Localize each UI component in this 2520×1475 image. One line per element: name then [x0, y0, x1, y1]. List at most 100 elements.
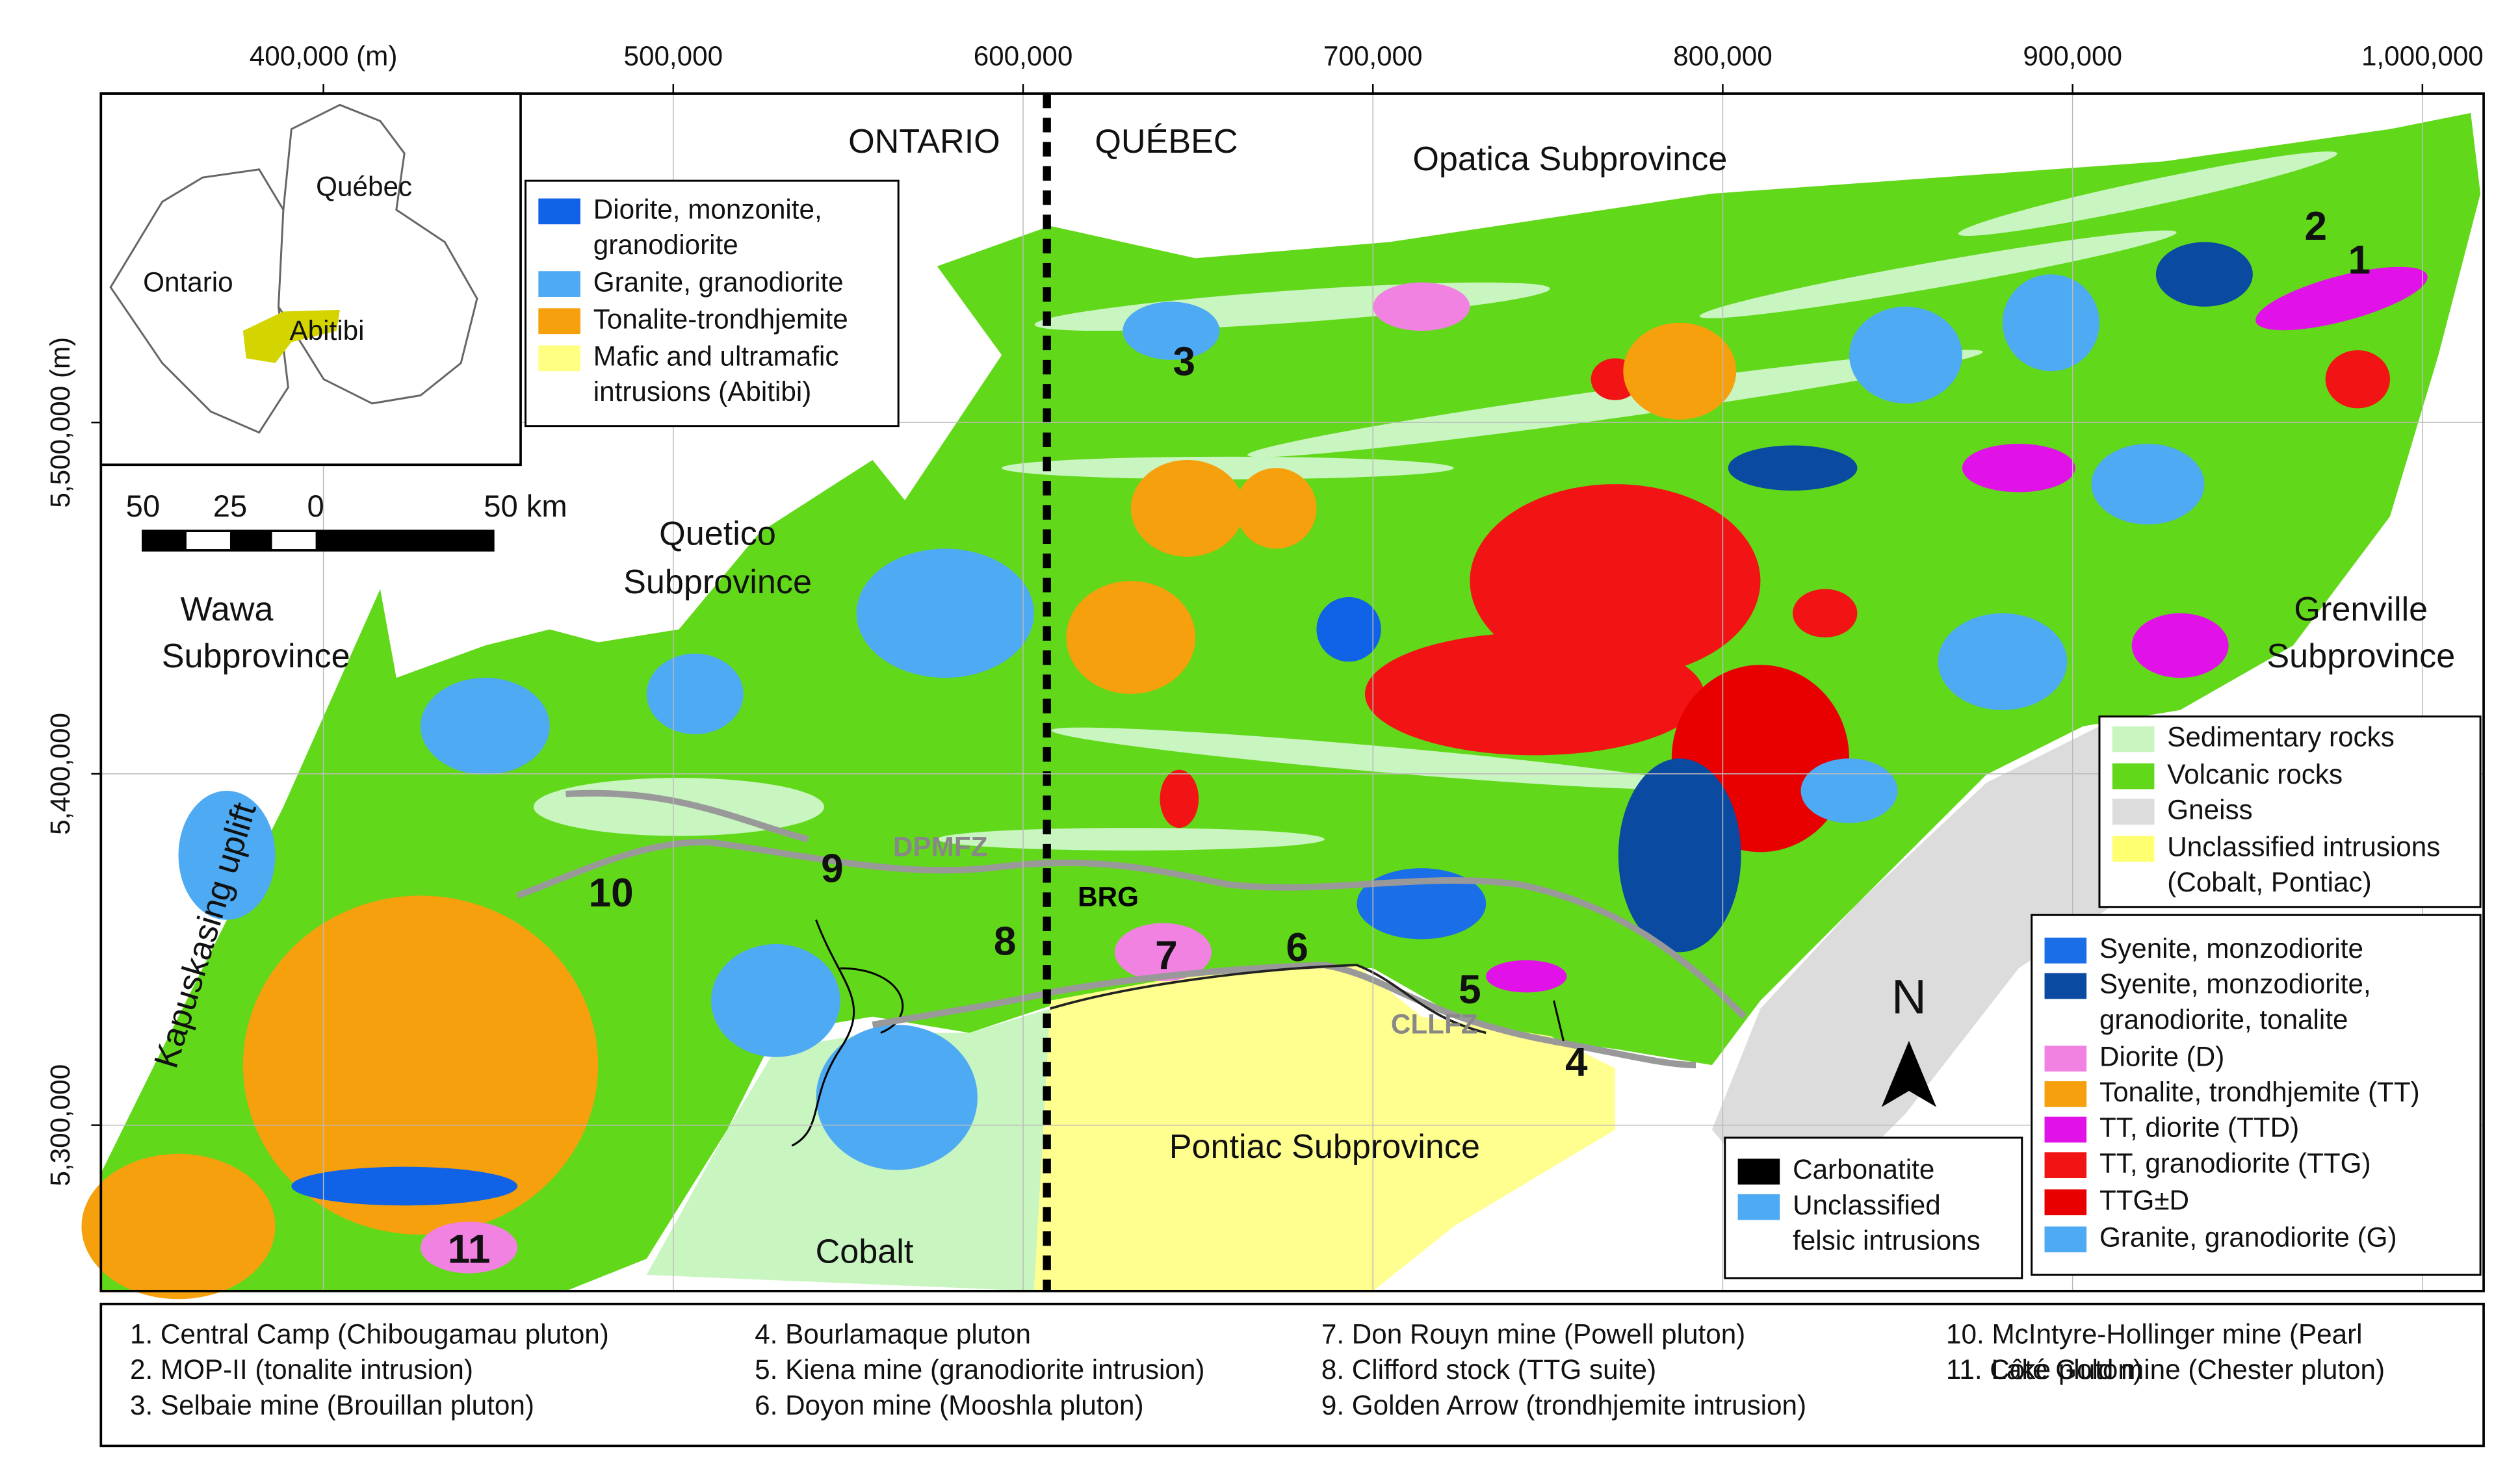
structure-label: CLLFZ — [1391, 1009, 1478, 1040]
footnote: 8. Clifford stock (TTG suite) — [1321, 1354, 1656, 1385]
legend-label: Mafic and ultramafic — [593, 341, 839, 372]
x-tick-label: 800,000 — [1673, 41, 1773, 71]
legend-swatch — [538, 308, 580, 335]
footnote: 6. Doyon mine (Mooshla pluton) — [755, 1390, 1143, 1420]
site-label: 9 — [821, 847, 844, 891]
scale-label: 25 — [213, 489, 247, 523]
scale-label: 0 — [307, 489, 324, 523]
cllfz-fault — [872, 962, 1696, 1069]
region-label: Wawa — [181, 591, 274, 628]
site-label: 3 — [1173, 340, 1196, 385]
abitibi-belt — [101, 112, 2481, 1291]
legend-swatch — [2112, 836, 2155, 862]
inset-frame — [99, 92, 522, 467]
quebec-outline — [278, 103, 478, 405]
legend-swatch — [2044, 1226, 2087, 1253]
legend-swatch — [2112, 726, 2155, 752]
legend-label: Tonalite-trondhjemite — [593, 303, 848, 334]
legend-label: TT, granodiorite (TTG) — [2099, 1148, 2371, 1178]
region-label: Cobalt — [816, 1233, 914, 1271]
region-label: Grenville — [2294, 591, 2428, 628]
legend-box — [2098, 715, 2482, 908]
legend-swatch — [538, 271, 580, 297]
y-tick-label: 5,300,000 — [45, 1064, 75, 1186]
inset-label: Québec — [316, 172, 412, 202]
region-label: Subprovince — [623, 563, 812, 601]
legend-label: Gneiss — [2167, 794, 2252, 825]
structure-label: BRG — [1078, 882, 1139, 912]
dpmfz-fault-branch — [565, 789, 809, 843]
border-label: ONTARIO — [848, 123, 1000, 160]
region-label: Pontiac Subprovince — [1169, 1128, 1480, 1166]
north-label: N — [1891, 970, 1927, 1024]
legend-label: granodiorite — [593, 229, 738, 260]
x-tick-label: 500,000 — [623, 41, 723, 71]
legend-label: Syenite, monzodiorite — [2099, 933, 2363, 964]
footnote: 2. MOP-II (tonalite intrusion) — [130, 1354, 473, 1385]
legend-label: intrusions (Abitibi) — [593, 376, 812, 407]
site-label: 2 — [2305, 204, 2328, 249]
legend-swatch — [2044, 1045, 2087, 1072]
legend-label: (Cobalt, Pontiac) — [2167, 867, 2371, 897]
legend-label: Sedimentary rocks — [2167, 722, 2395, 752]
intrusions — [81, 242, 2428, 1300]
x-tick-label: 600,000 — [974, 41, 1073, 71]
site-label: 10 — [589, 871, 634, 916]
legend-label: Unclassified — [1793, 1190, 1941, 1220]
footnote: Lake pluton) — [1992, 1354, 2142, 1385]
y-tick-label: 5,400,000 — [45, 713, 75, 835]
footnote: 1. Central Camp (Chibougamau pluton) — [130, 1319, 609, 1350]
legend-label: Tonalite, trondhjemite (TT) — [2099, 1077, 2420, 1107]
pontiac-contact — [1050, 964, 1487, 1034]
footnote: 5. Kiena mine (granodiorite intrusion) — [755, 1354, 1204, 1385]
inset-label: Ontario — [143, 266, 233, 297]
legend-label: TTG±D — [2099, 1185, 2189, 1215]
site-label: 1 — [2348, 238, 2371, 283]
abitibi-inset — [242, 309, 340, 363]
footnote: 3. Selbaie mine (Brouillan pluton) — [130, 1390, 534, 1420]
region-label: Subprovince — [2267, 637, 2455, 675]
scale-label: 50 — [126, 489, 160, 523]
legend-swatch — [2044, 1116, 2087, 1143]
footnote: 9. Golden Arrow (trondhjemite intrusion) — [1321, 1390, 1806, 1420]
legend-swatch — [2044, 1081, 2087, 1107]
region-label: Opatica Subprovince — [1412, 140, 1727, 178]
site-label: 6 — [1286, 925, 1308, 970]
scale-bar — [141, 530, 495, 552]
legend-swatch — [2112, 799, 2155, 825]
legend-swatch — [538, 345, 580, 372]
site-label: 7 — [1155, 934, 1178, 979]
footnote-box — [99, 1302, 2485, 1448]
legend-label: Carbonatite — [1793, 1154, 1934, 1185]
site-label: 11 — [448, 1227, 491, 1272]
legend-box — [2031, 914, 2482, 1276]
legend-label: Diorite, monzonite, — [593, 194, 822, 225]
border-label: QUÉBEC — [1095, 123, 1238, 160]
legend-label: felsic intrusions — [1793, 1225, 1981, 1256]
x-tick-label: 1,000,000 — [2361, 41, 2484, 71]
legend-label: Granite, granodiorite — [593, 266, 844, 297]
footnote: 7. Don Rouyn mine (Powell pluton) — [1321, 1319, 1745, 1350]
site-label: 5 — [1459, 968, 1481, 1012]
x-tick-label: 900,000 — [2023, 41, 2122, 71]
structure-label: DPMFZ — [893, 832, 987, 862]
leader-line — [1553, 1000, 1565, 1042]
legend-label: granodiorite, tonalite — [2099, 1004, 2348, 1034]
region-label: Subprovince — [162, 637, 350, 675]
legend-label: Diorite (D) — [2099, 1041, 2224, 1071]
legend-swatch — [1737, 1194, 1780, 1220]
legend-label: TT, diorite (TTD) — [2099, 1112, 2299, 1143]
north-arrow — [1881, 1040, 1937, 1107]
dpmfz-fault — [516, 839, 1747, 1020]
inset-map — [99, 92, 522, 467]
legend-label: Granite, granodiorite (G) — [2099, 1222, 2397, 1253]
legend-swatch — [2112, 763, 2155, 789]
y-tick-label: 5,500,000 (m) — [45, 337, 75, 508]
legend-swatch — [2044, 1189, 2087, 1216]
scale-label: 50 km — [484, 489, 567, 523]
legend-label: Volcanic rocks — [2167, 759, 2343, 789]
footnote: 4. Bourlamaque pluton — [755, 1319, 1031, 1350]
map-frame — [99, 92, 2485, 1292]
labels: 400,000 (m) 500,000 600,000 700,000 800,000 9… — [45, 41, 2484, 1420]
